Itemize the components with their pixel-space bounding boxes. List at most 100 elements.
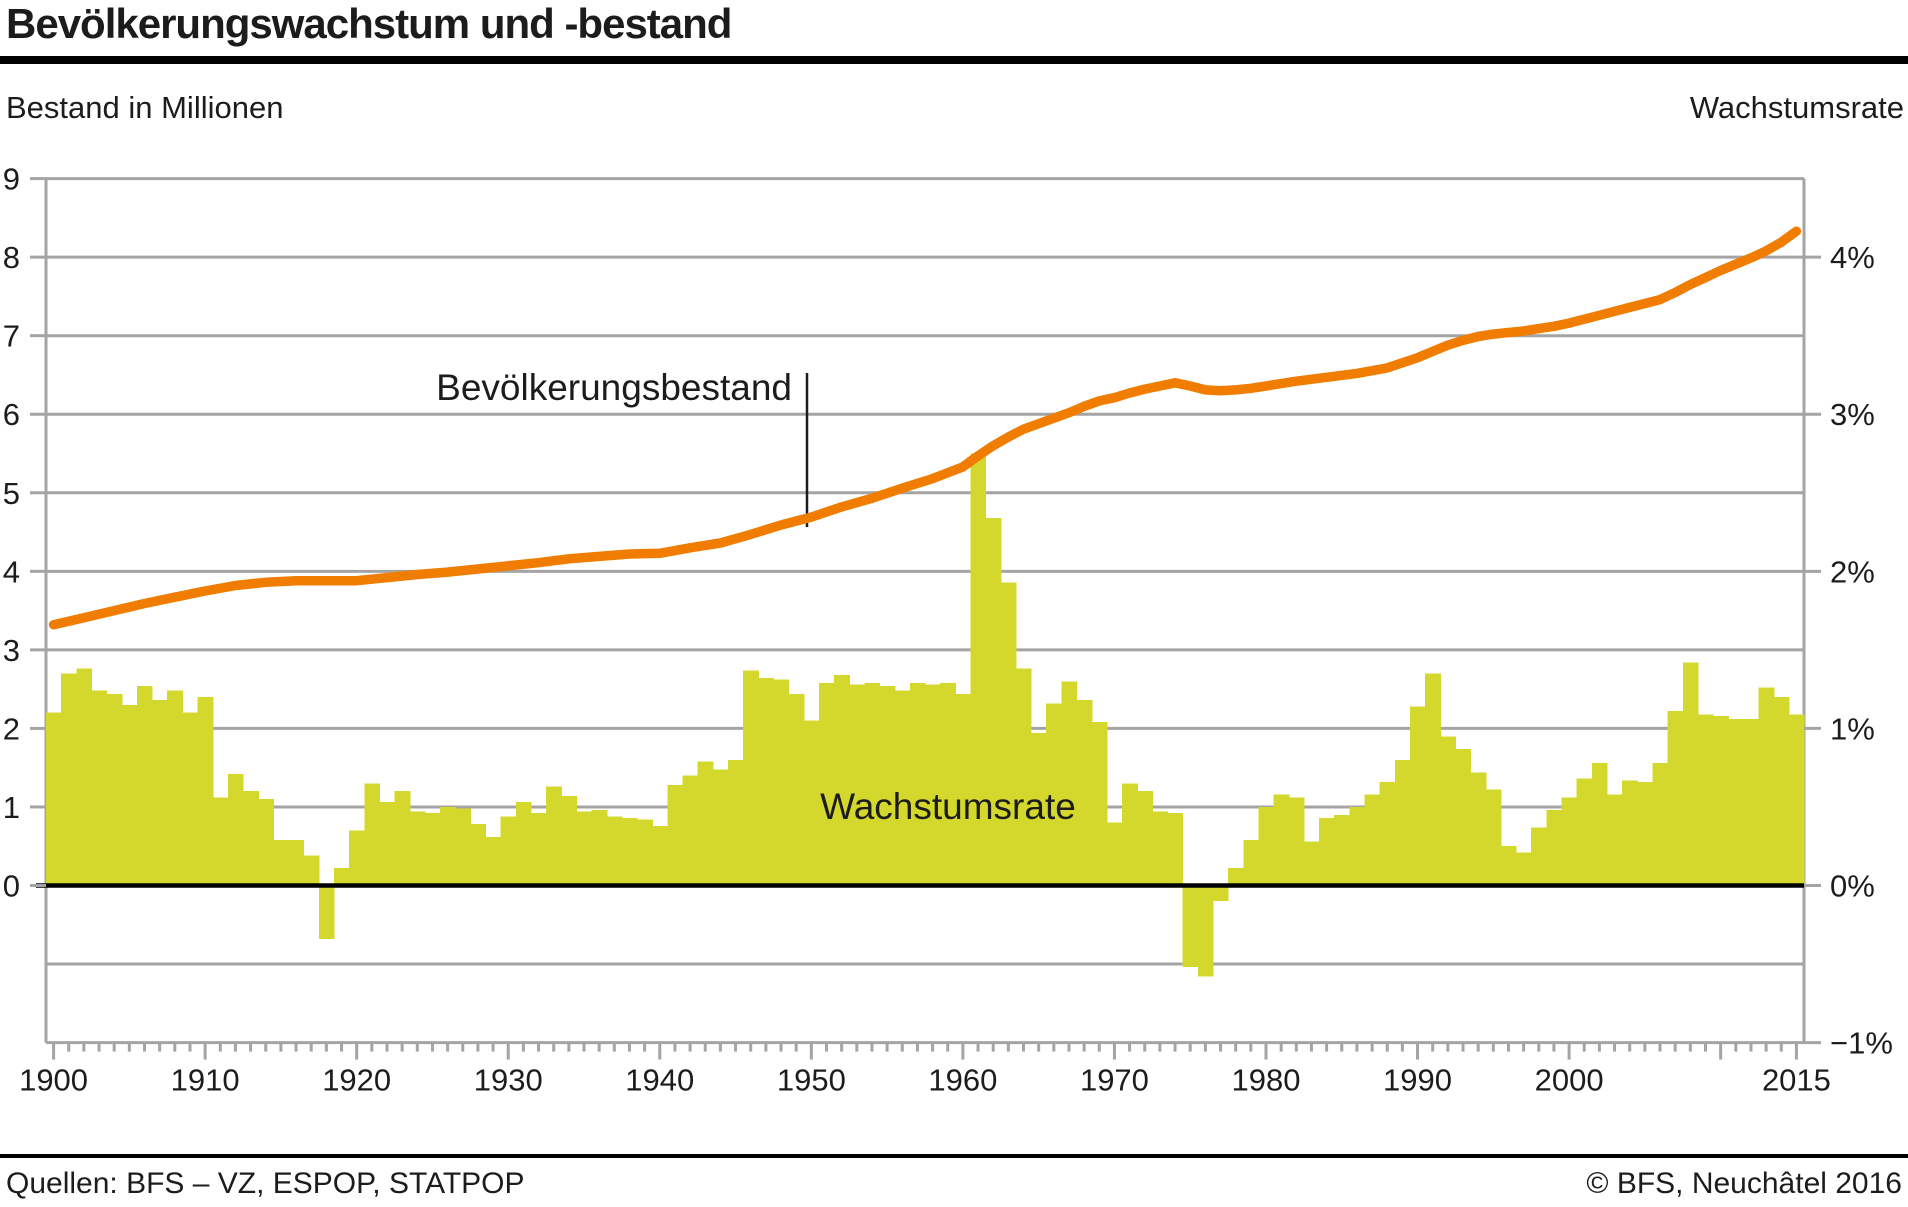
svg-text:1920: 1920	[322, 1063, 391, 1098]
bar-1966	[1046, 703, 1062, 886]
bar-1989	[1394, 759, 1411, 886]
bar-1909	[182, 712, 199, 886]
bar-1984	[1319, 817, 1335, 886]
population-line	[48, 226, 1802, 630]
bar-1982	[1288, 797, 1305, 886]
bar-1939	[637, 819, 653, 886]
bar-1957	[909, 682, 926, 886]
svg-text:1940: 1940	[625, 1063, 694, 1098]
growth-rate-bars	[46, 453, 1805, 977]
svg-text:0%: 0%	[1830, 869, 1875, 904]
bar-1910	[197, 696, 214, 886]
bar-1990	[1409, 706, 1426, 886]
bar-1907	[152, 700, 168, 886]
bar-1997	[1516, 852, 1532, 886]
bar-1991	[1425, 673, 1441, 886]
bar-1945	[727, 759, 744, 886]
bar-2008	[1682, 662, 1699, 886]
bar-1950	[803, 720, 820, 886]
svg-text:7: 7	[3, 319, 20, 354]
bar-2004	[1622, 780, 1638, 886]
bar-1958	[925, 684, 941, 886]
svg-text:1970: 1970	[1080, 1063, 1149, 1098]
bar-1986	[1349, 806, 1366, 886]
bar-1926	[440, 806, 456, 886]
bar-1953	[849, 684, 865, 886]
bar-2011	[1728, 718, 1744, 886]
bar-1955	[879, 685, 896, 886]
annotations: Bevölkerungsbestand Wachstumsrate	[436, 367, 1076, 827]
bar-2009	[1697, 714, 1714, 886]
bar-1917	[303, 855, 320, 886]
bar-1976	[1197, 885, 1214, 977]
bar-1979	[1243, 839, 1260, 886]
bar-1998	[1531, 827, 1547, 886]
bar-1968	[1076, 700, 1093, 886]
bar-1987	[1364, 794, 1381, 886]
svg-text:1960: 1960	[928, 1063, 997, 1098]
population-line-group	[48, 226, 1802, 630]
svg-text:Bevölkerungsbestand: Bevölkerungsbestand	[436, 367, 792, 408]
gridlines	[46, 177, 1804, 1045]
bar-2010	[1713, 715, 1729, 886]
svg-text:2: 2	[3, 711, 20, 746]
svg-text:0: 0	[3, 869, 20, 904]
svg-text:−1%: −1%	[1830, 1026, 1893, 1061]
bar-1944	[712, 769, 729, 886]
bar-1924	[409, 811, 426, 886]
axis-ticks	[30, 177, 1821, 1060]
bar-1904	[106, 693, 123, 886]
axis-labels: 9 8 7 6 5 4 3 2 1 0 4% 3% 2% 1% 0% −1% 1900 1910 1920 1930 1…	[3, 162, 1893, 1098]
svg-text:1900: 1900	[19, 1063, 88, 1098]
bar-2001	[1576, 778, 1593, 886]
bar-1922	[379, 802, 396, 886]
bar-1919	[333, 868, 350, 886]
bar-1906	[136, 685, 153, 886]
bar-1960	[955, 693, 972, 886]
bar-1967	[1061, 681, 1078, 886]
bar-1952	[834, 675, 850, 886]
svg-text:2000: 2000	[1535, 1063, 1604, 1098]
bar-2014	[1773, 696, 1790, 886]
bar-1923	[394, 791, 411, 886]
bar-1951	[818, 682, 835, 886]
bar-1918	[318, 885, 335, 939]
bar-2007	[1667, 711, 1684, 886]
svg-text:1930: 1930	[474, 1063, 543, 1098]
bar-1974	[1167, 813, 1184, 886]
bar-1972	[1137, 791, 1153, 886]
svg-text:3%: 3%	[1830, 397, 1875, 432]
bar-1936	[591, 810, 608, 886]
bar-1978	[1228, 868, 1244, 886]
bar-2002	[1591, 762, 1608, 886]
bar-1902	[76, 668, 93, 886]
footer-copyright: © BFS, Neuchâtel 2016	[1586, 1167, 1902, 1200]
svg-text:2015: 2015	[1762, 1063, 1831, 1098]
bar-1983	[1303, 841, 1320, 886]
svg-text:4%: 4%	[1830, 240, 1875, 275]
bar-1908	[167, 690, 183, 886]
bar-1920	[349, 830, 365, 886]
bar-2013	[1758, 687, 1775, 886]
bar-1965	[1031, 733, 1047, 886]
bar-1981	[1273, 794, 1290, 886]
right-axis-title: Wachstumsrate	[1689, 90, 1904, 125]
svg-text:4: 4	[3, 554, 20, 589]
bar-1946	[743, 670, 759, 886]
title-rule	[0, 56, 1908, 64]
svg-text:1990: 1990	[1383, 1063, 1452, 1098]
bar-1975	[1182, 885, 1199, 968]
bar-1977	[1212, 885, 1229, 902]
bar-1985	[1334, 814, 1350, 886]
svg-text:3: 3	[3, 633, 20, 668]
bar-1930	[500, 816, 517, 886]
svg-text:1910: 1910	[171, 1063, 240, 1098]
bar-1970	[1106, 822, 1123, 886]
bar-1969	[1091, 722, 1108, 886]
bar-1938	[621, 817, 638, 886]
bar-1942	[682, 775, 699, 886]
bar-1911	[212, 797, 229, 886]
bar-1949	[788, 693, 805, 886]
svg-text:6: 6	[3, 397, 20, 432]
